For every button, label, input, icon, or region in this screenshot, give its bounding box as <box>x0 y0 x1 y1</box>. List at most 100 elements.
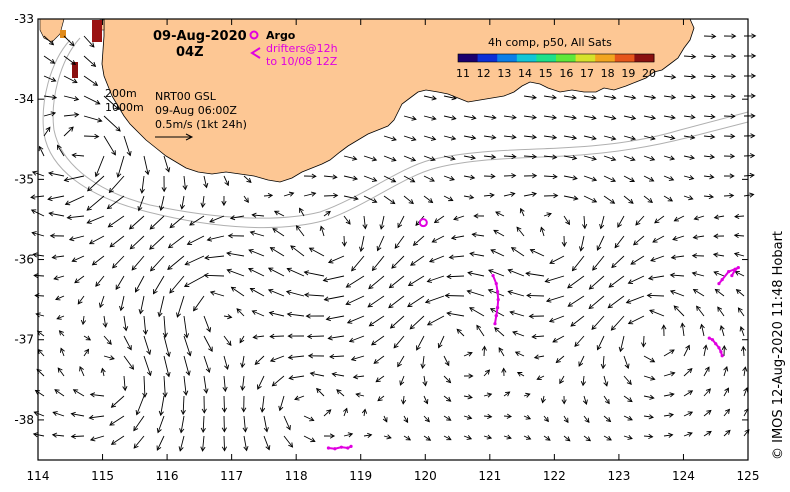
current-vector <box>543 114 558 120</box>
current-vector <box>184 255 205 266</box>
current-vector <box>623 355 630 370</box>
current-vector <box>48 211 65 217</box>
current-vector <box>123 315 129 332</box>
current-vector <box>68 235 85 242</box>
current-vector <box>603 415 612 423</box>
current-vector <box>182 175 188 191</box>
current-vector <box>696 305 705 317</box>
current-vector <box>230 286 245 297</box>
y-tick-label: -36 <box>14 253 34 267</box>
current-vector <box>83 75 99 86</box>
current-vector <box>670 254 685 260</box>
current-vector <box>483 392 493 398</box>
x-tick-label: 122 <box>543 469 566 483</box>
current-vector <box>379 215 385 230</box>
current-vector <box>331 371 345 378</box>
current-vector <box>663 349 675 357</box>
current-vector <box>503 114 517 120</box>
current-vector <box>319 225 325 237</box>
y-tick-label: -33 <box>14 12 34 26</box>
current-vector <box>122 375 128 392</box>
current-vector <box>443 415 452 421</box>
current-vector <box>663 432 674 438</box>
current-vector <box>463 373 474 379</box>
current-vector <box>600 355 606 370</box>
current-vector <box>325 315 345 322</box>
current-vector <box>367 295 385 308</box>
current-vector <box>43 75 57 82</box>
current-vector <box>86 215 105 224</box>
current-vector <box>403 175 416 183</box>
current-vector <box>98 295 105 309</box>
current-vector <box>403 155 417 162</box>
current-vector <box>571 255 585 272</box>
current-vector <box>263 415 269 433</box>
current-vector <box>303 292 325 298</box>
current-vector <box>703 53 717 59</box>
drifter-tracks <box>326 265 740 451</box>
current-vector <box>456 328 465 337</box>
current-vector <box>643 94 657 100</box>
x-tick-label: 116 <box>156 469 179 483</box>
colorbar-tick-label: 16 <box>559 67 573 80</box>
current-vector <box>669 289 685 297</box>
current-vector <box>603 175 617 182</box>
current-vector <box>407 275 425 286</box>
current-vector <box>183 315 190 339</box>
current-vector <box>55 295 65 301</box>
current-vector <box>267 267 285 277</box>
current-vector <box>49 233 65 239</box>
current-vector <box>423 195 434 204</box>
current-vector <box>412 235 425 246</box>
current-vector <box>494 327 505 337</box>
current-vector <box>249 287 265 297</box>
current-vector <box>110 435 125 445</box>
current-vector <box>103 115 121 132</box>
y-axis: -33 -34 -35 -36 -37 -38 <box>14 12 748 427</box>
current-vector <box>345 275 365 288</box>
current-vector <box>723 193 735 199</box>
current-vector <box>203 272 225 279</box>
current-vector <box>503 153 517 160</box>
current-vector <box>341 235 347 247</box>
current-vector <box>91 255 105 266</box>
current-vector <box>71 152 85 158</box>
drifter-point <box>494 314 498 318</box>
current-vector <box>723 113 736 119</box>
colorbar-tick-label: 11 <box>456 67 470 80</box>
current-vector <box>737 307 745 317</box>
current-vector <box>607 295 625 309</box>
current-vector <box>443 135 457 141</box>
current-vector <box>383 175 397 183</box>
current-vectors <box>30 33 757 452</box>
current-vector <box>63 112 80 118</box>
current-vector <box>123 135 132 157</box>
current-vector <box>272 228 285 237</box>
current-vector <box>72 389 85 397</box>
current-vector <box>596 335 605 351</box>
current-vector <box>248 248 265 257</box>
current-vector <box>48 171 65 177</box>
plot-frame <box>37 18 749 461</box>
current-vector <box>443 395 452 402</box>
colorbar-swatch <box>614 54 635 62</box>
current-vector <box>308 247 325 257</box>
current-vector <box>483 369 491 377</box>
current-vector <box>303 173 317 179</box>
current-vector <box>294 395 305 401</box>
drifter-legend-icon <box>250 47 261 59</box>
current-vector <box>189 215 205 226</box>
current-vector <box>654 215 665 224</box>
current-vector <box>473 213 485 219</box>
current-vector <box>543 435 551 441</box>
current-vector <box>183 355 191 376</box>
current-vector <box>743 93 756 99</box>
current-vector <box>652 235 665 243</box>
drifter-point <box>495 290 500 294</box>
current-vector <box>103 95 120 110</box>
current-vector <box>56 144 65 157</box>
current-vector <box>249 230 265 237</box>
current-vector <box>663 114 676 120</box>
current-vector <box>149 255 165 272</box>
current-vector <box>563 195 579 201</box>
